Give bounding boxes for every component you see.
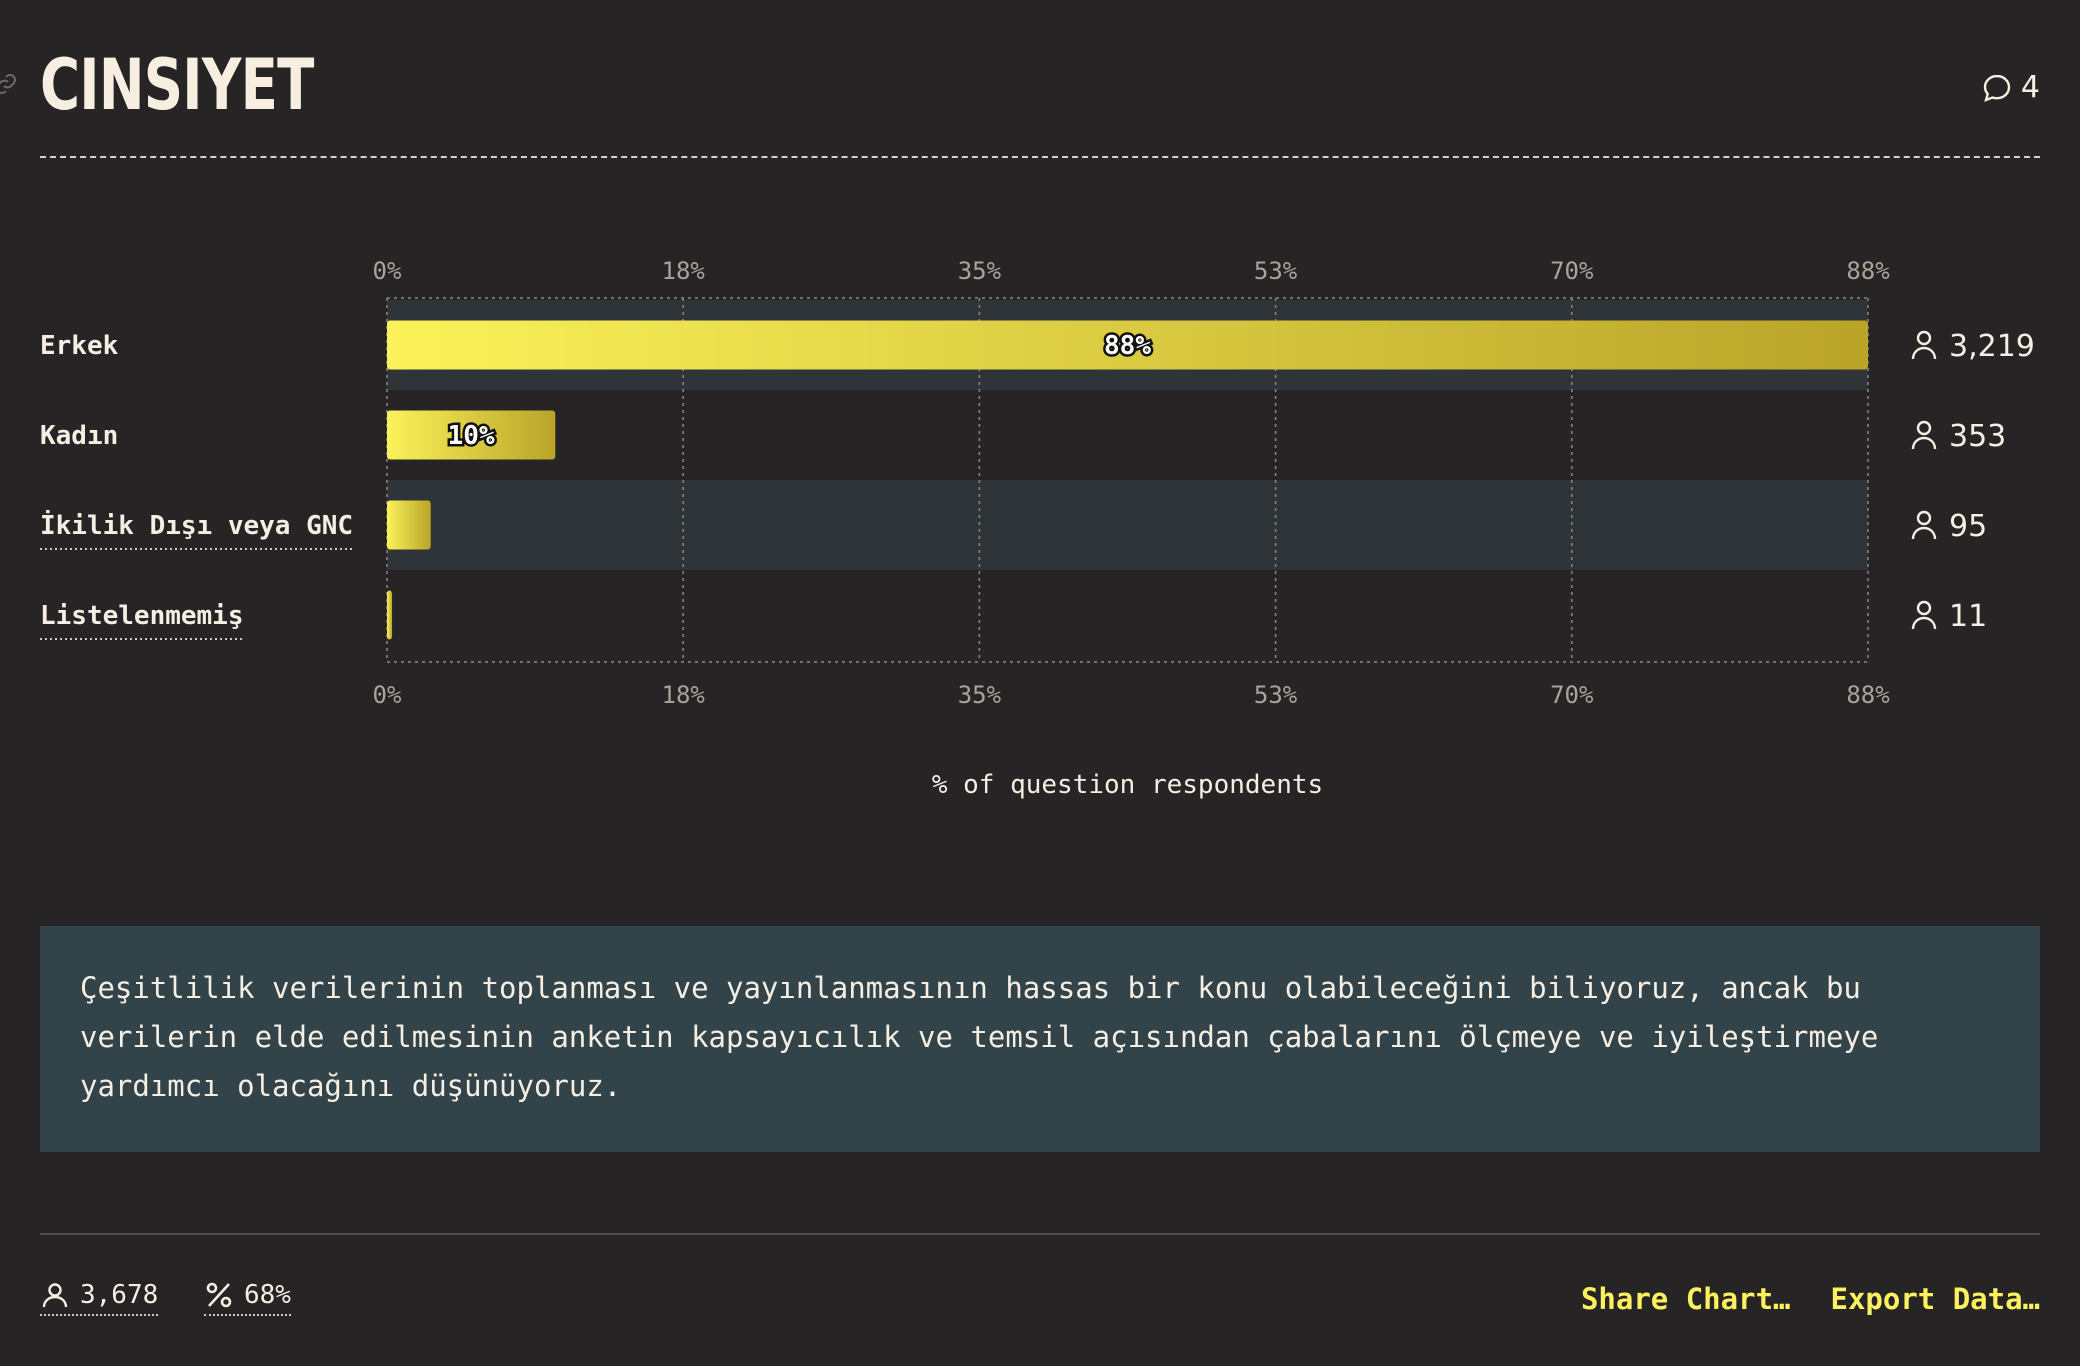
total-respondents[interactable]: 3,678 bbox=[40, 1280, 159, 1316]
comment-count: 4 bbox=[2020, 70, 2040, 105]
tick-label-top: 70% bbox=[1550, 257, 1594, 285]
respondent-count: 11 bbox=[1949, 599, 1987, 634]
comment-icon bbox=[1983, 74, 2011, 102]
respondents-value: 3,678 bbox=[80, 1280, 159, 1310]
respondent-count: 95 bbox=[1949, 509, 1987, 544]
comments-button[interactable]: 4 bbox=[1981, 70, 2040, 105]
category-label[interactable]: İkilik Dışı veya GNC bbox=[40, 509, 353, 541]
x-axis-label: % of question respondents bbox=[932, 770, 1323, 800]
respondent-count: 353 bbox=[1949, 419, 2006, 454]
person-icon bbox=[1911, 510, 1937, 540]
tick-label-bottom: 35% bbox=[958, 681, 1002, 709]
tick-label-bottom: 70% bbox=[1550, 681, 1594, 709]
title-divider bbox=[40, 156, 2040, 158]
footer-divider bbox=[40, 1233, 2040, 1235]
bar-value-label: 10% bbox=[448, 421, 495, 451]
category-label[interactable]: Listelenmemiş bbox=[40, 601, 244, 631]
response-rate-value: 68% bbox=[244, 1280, 291, 1310]
person-icon bbox=[42, 1283, 68, 1308]
person-icon bbox=[1911, 330, 1937, 360]
note-text: Çeşitlilik verilerinin toplanması ve yay… bbox=[80, 971, 1879, 1103]
person-icon bbox=[1911, 420, 1937, 450]
share-chart-button[interactable]: Share Chart… bbox=[1580, 1282, 1791, 1316]
tick-label-bottom: 0% bbox=[373, 681, 402, 709]
bar[interactable] bbox=[387, 320, 1868, 370]
bar[interactable] bbox=[387, 590, 393, 640]
person-icon bbox=[1911, 600, 1937, 630]
row-highlight bbox=[387, 480, 1868, 570]
footer-actions: Share Chart… Export Data… bbox=[1581, 1282, 2040, 1316]
link-icon[interactable] bbox=[0, 72, 18, 96]
tick-label-top: 53% bbox=[1254, 257, 1298, 285]
respondent-count: 3,219 bbox=[1949, 329, 2035, 364]
tick-label-bottom: 88% bbox=[1846, 681, 1890, 709]
export-data-button[interactable]: Export Data… bbox=[1830, 1282, 2040, 1316]
percent-icon bbox=[206, 1282, 232, 1308]
page-title: CINSIYET bbox=[40, 44, 314, 126]
tick-label-top: 0% bbox=[373, 257, 402, 285]
category-label: Erkek bbox=[40, 331, 119, 361]
tick-label-bottom: 18% bbox=[662, 681, 706, 709]
bar-value-label: 88% bbox=[1104, 331, 1151, 361]
diversity-note: Çeşitlilik verilerinin toplanması ve yay… bbox=[40, 926, 2040, 1152]
tick-label-top: 88% bbox=[1846, 257, 1890, 285]
tick-label-top: 18% bbox=[662, 257, 706, 285]
tick-label-top: 35% bbox=[958, 257, 1002, 285]
tick-label-bottom: 53% bbox=[1254, 681, 1298, 709]
bar[interactable] bbox=[387, 410, 556, 460]
response-rate[interactable]: 68% bbox=[204, 1280, 291, 1316]
bar-chart: 0% 0% 18% 18% 35% 35% 53% 53% 70% 70% 88% 88% Erkek 8… bbox=[40, 257, 2035, 800]
bar[interactable] bbox=[387, 500, 431, 550]
category-label: Kadın bbox=[40, 421, 118, 451]
